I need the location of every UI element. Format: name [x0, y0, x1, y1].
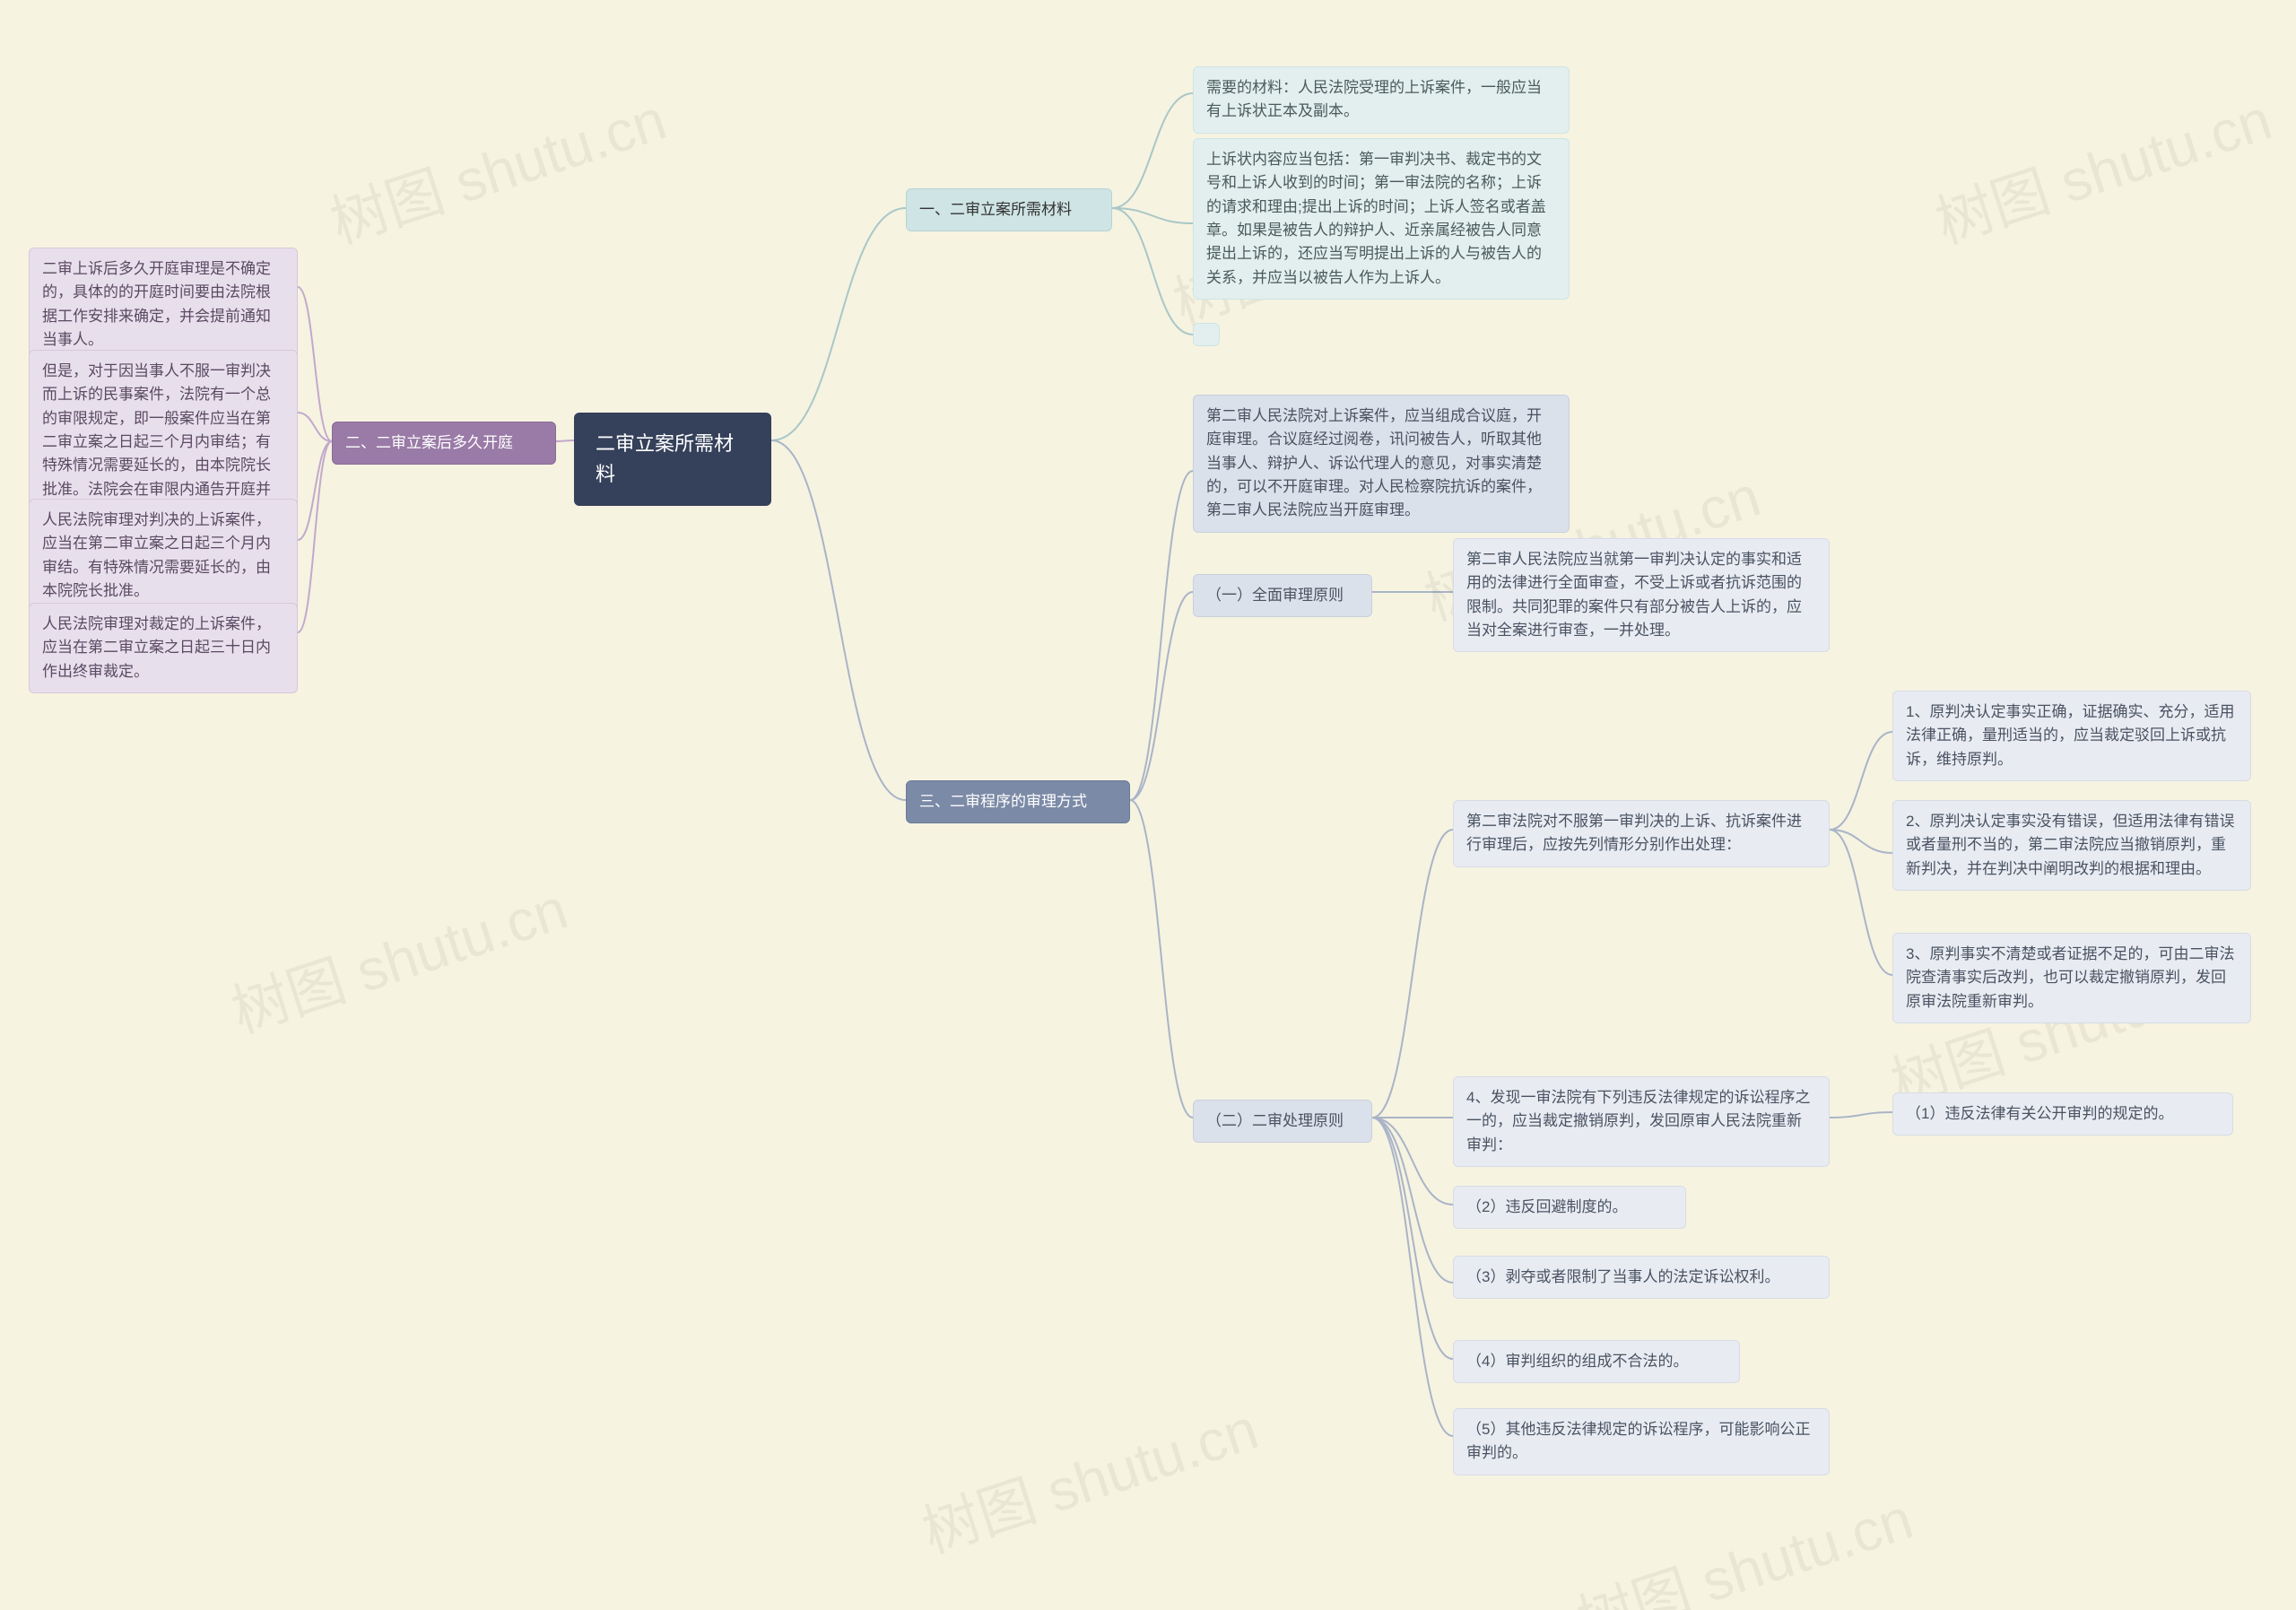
branch-3-sub-2-e[interactable]: （4）审判组织的组成不合法的。 — [1453, 1340, 1740, 1383]
branch-3-sub-2-b-1[interactable]: （1）违反法律有关公开审判的规定的。 — [1892, 1092, 2233, 1136]
branch-3-sub-2-a-2[interactable]: 2、原判决认定事实没有错误，但适用法律有错误或者量刑不当的，第二审法院应当撤销原… — [1892, 800, 2251, 891]
watermark: 树图 shutu.cn — [1924, 74, 2280, 259]
branch-1-item[interactable]: 需要的材料：人民法院受理的上诉案件，一般应当有上诉状正本及副本。 — [1193, 66, 1570, 134]
watermark: 树图 shutu.cn — [910, 1383, 1266, 1569]
branch-2-item[interactable]: 人民法院审理对判决的上诉案件，应当在第二审立案之日起三个月内审结。有特殊情况需要… — [29, 499, 298, 613]
branch-3-sub-2-a[interactable]: 第二审法院对不服第一审判决的上诉、抗诉案件进行审理后，应按先列情形分别作出处理： — [1453, 800, 1830, 867]
branch-3-sub-2-d[interactable]: （3）剥夺或者限制了当事人的法定诉讼权利。 — [1453, 1256, 1830, 1299]
branch-3-sub-1-leaf[interactable]: 第二审人民法院应当就第一审判决认定的事实和适用的法律进行全面审查，不受上诉或者抗… — [1453, 538, 1830, 652]
branch-2-item[interactable]: 二审上诉后多久开庭审理是不确定的，具体的的开庭时间要由法院根据工作安排来确定，并… — [29, 248, 298, 361]
branch-1-item[interactable]: 上诉状内容应当包括：第一审判决书、裁定书的文号和上诉人收到的时间；第一审法院的名… — [1193, 138, 1570, 300]
branch-3-sub-2-c[interactable]: （2）违反回避制度的。 — [1453, 1186, 1686, 1229]
branch-3-sub-2-a-3[interactable]: 3、原判事实不清楚或者证据不足的，可由二审法院查清事实后改判，也可以裁定撤销原判… — [1892, 933, 2251, 1023]
branch-3-sub-2[interactable]: （二）二审处理原则 — [1193, 1100, 1372, 1143]
branch-3-sub-1[interactable]: （一）全面审理原则 — [1193, 574, 1372, 617]
branch-3-sub-2-a-1[interactable]: 1、原判决认定事实正确，证据确实、充分，适用法律正确，量刑适当的，应当裁定驳回上… — [1892, 691, 2251, 781]
branch-3-sub-2-b[interactable]: 4、发现一审法院有下列违反法律规定的诉讼程序之一的，应当裁定撤销原判，发回原审人… — [1453, 1076, 1830, 1167]
watermark: 树图 shutu.cn — [220, 863, 576, 1049]
branch-3-leaf[interactable]: 第二审人民法院对上诉案件，应当组成合议庭，开庭审理。合议庭经过阅卷，讯问被告人，… — [1193, 395, 1570, 533]
watermark: 树图 shutu.cn — [318, 74, 674, 259]
branch-2[interactable]: 二、二审立案后多久开庭 — [332, 422, 556, 465]
branch-1-item-empty[interactable] — [1193, 323, 1220, 346]
root-node[interactable]: 二审立案所需材料 — [574, 413, 771, 506]
branch-1[interactable]: 一、二审立案所需材料 — [906, 188, 1112, 231]
branch-2-item[interactable]: 人民法院审理对裁定的上诉案件，应当在第二审立案之日起三十日内作出终审裁定。 — [29, 603, 298, 693]
branch-3-sub-2-f[interactable]: （5）其他违反法律规定的诉讼程序，可能影响公正审判的。 — [1453, 1408, 1830, 1475]
branch-3[interactable]: 三、二审程序的审理方式 — [906, 780, 1130, 823]
watermark: 树图 shutu.cn — [1565, 1473, 1921, 1610]
